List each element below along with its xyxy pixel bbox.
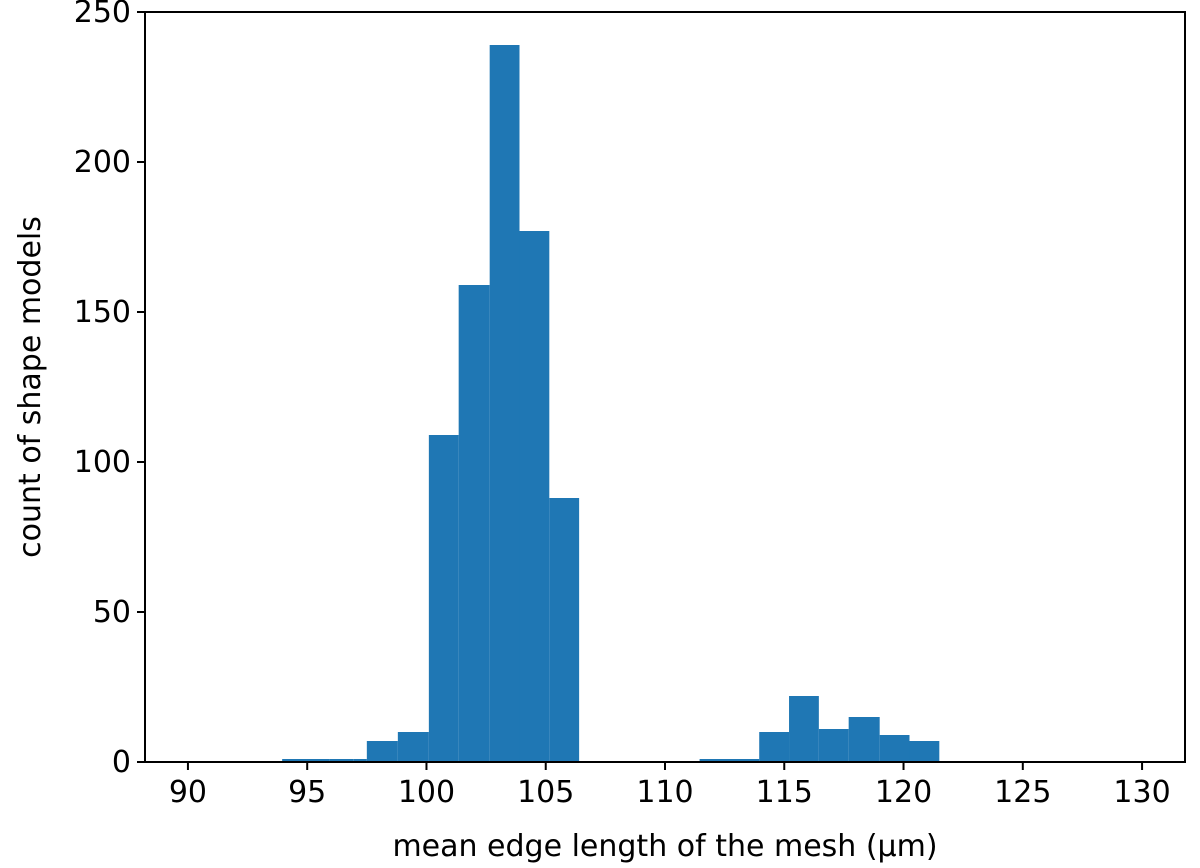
axes-frame [144, 11, 1186, 763]
histogram-bar [282, 759, 307, 762]
y-tick-label: 100 [74, 445, 131, 480]
histogram-bar [366, 741, 398, 762]
histogram-bar [879, 735, 910, 762]
x-tick-label: 115 [756, 775, 813, 810]
histogram-bar [489, 45, 520, 762]
y-tick-label: 250 [74, 0, 131, 30]
histogram-bar [458, 285, 490, 762]
x-tick-label: 100 [398, 775, 455, 810]
x-tick-label: 90 [169, 775, 207, 810]
histogram-bar [428, 435, 459, 762]
histogram-bar [818, 729, 849, 762]
bars-layer [282, 45, 940, 762]
x-tick-label: 110 [636, 775, 693, 810]
histogram-bar [306, 759, 330, 762]
histogram-bar [329, 759, 354, 762]
histogram-bar [397, 732, 429, 762]
y-axis-label: count of shape models [13, 216, 48, 558]
x-tick-label: 95 [288, 775, 326, 810]
x-tick-label: 130 [1113, 775, 1170, 810]
y-tick-label: 50 [93, 595, 131, 630]
histogram-bar [519, 231, 550, 762]
x-tick-label: 105 [517, 775, 574, 810]
histogram-bar [759, 732, 790, 762]
histogram-bar [789, 696, 819, 762]
y-tick-label: 150 [74, 295, 131, 330]
histogram-bar [909, 741, 940, 762]
y-tick-label: 0 [112, 745, 131, 780]
x-axis-label: mean edge length of the mesh (μm) [392, 829, 937, 864]
histogram-bar [549, 498, 580, 762]
y-tick-label: 200 [74, 145, 131, 180]
x-tick-label: 125 [994, 775, 1051, 810]
histogram-bar [848, 717, 880, 762]
histogram-bar [699, 759, 760, 762]
x-tick-label: 120 [875, 775, 932, 810]
x-axis-ticks: 90 95 100 105 110 115 120 125 130 [169, 762, 1171, 810]
y-axis-ticks: 0 50 100 150 200 250 [74, 0, 145, 780]
histogram-bar [353, 759, 367, 762]
